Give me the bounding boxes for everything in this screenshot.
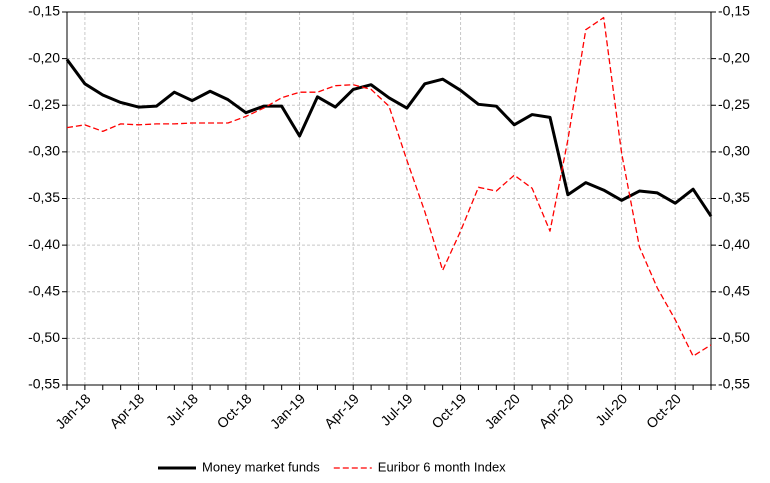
x-tick-label: Oct-20 bbox=[643, 390, 684, 431]
x-tick-label: Oct-19 bbox=[428, 390, 469, 431]
y-tick-label: -0,20 bbox=[28, 49, 60, 65]
y-tick-label: -0,25 bbox=[28, 96, 60, 112]
y-tick-label: -0,40 bbox=[28, 236, 60, 252]
y2-tick-label: -0,25 bbox=[718, 96, 750, 112]
legend-label: Euribor 6 month Index bbox=[378, 459, 506, 474]
y-tick-label: -0,55 bbox=[28, 376, 60, 392]
legend-label: Money market funds bbox=[202, 459, 320, 474]
y2-tick-label: -0,55 bbox=[718, 376, 750, 392]
y-tick-label: -0,30 bbox=[28, 143, 60, 159]
y2-tick-label: -0,20 bbox=[718, 49, 750, 65]
y2-tick-label: -0,30 bbox=[718, 143, 750, 159]
y-tick-label: -0,35 bbox=[28, 189, 60, 205]
y2-tick-label: -0,15 bbox=[718, 3, 750, 19]
x-tick-label: Jul-18 bbox=[163, 390, 201, 428]
x-tick-label: Apr-20 bbox=[536, 390, 577, 431]
y2-tick-label: -0,35 bbox=[718, 189, 750, 205]
x-tick-label: Jul-19 bbox=[377, 390, 415, 428]
x-tick-label: Jan-19 bbox=[267, 390, 309, 432]
series-line bbox=[65, 58, 713, 218]
x-tick-label: Jan-18 bbox=[52, 390, 94, 432]
x-tick-label: Apr-19 bbox=[321, 390, 362, 431]
y-tick-label: -0,15 bbox=[28, 3, 60, 19]
series-line bbox=[66, 16, 712, 357]
x-tick-label: Apr-18 bbox=[106, 390, 147, 431]
y2-tick-label: -0,45 bbox=[718, 282, 750, 298]
y2-tick-label: -0,50 bbox=[718, 329, 750, 345]
y-tick-label: -0,50 bbox=[28, 329, 60, 345]
y2-tick-label: -0,40 bbox=[718, 236, 750, 252]
x-tick-label: Jan-20 bbox=[481, 390, 523, 432]
x-tick-label: Jul-20 bbox=[592, 390, 630, 428]
x-tick-label: Oct-18 bbox=[214, 390, 255, 431]
y-tick-label: -0,45 bbox=[28, 282, 60, 298]
